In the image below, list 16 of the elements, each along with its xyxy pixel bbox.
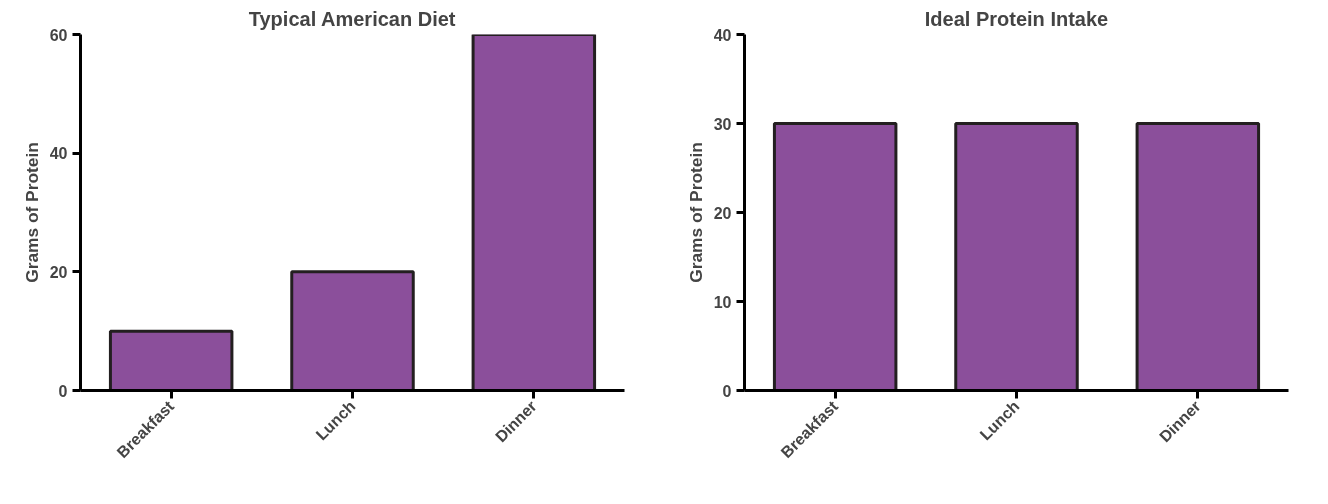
y-tick-label: 20 [49, 263, 68, 281]
chart-title: Typical American Diet [248, 7, 456, 30]
y-tick-label: 60 [49, 26, 68, 44]
y-tick-label: 40 [49, 145, 68, 163]
y-axis-title: Grams of Protein [685, 142, 706, 283]
y-tick-label: 30 [713, 115, 732, 133]
chart-title: Ideal Protein Intake [924, 7, 1109, 30]
y-tick-label: 10 [713, 293, 732, 311]
y-tick-label: 0 [722, 382, 732, 400]
bar [471, 34, 597, 391]
y-axis-title: Grams of Protein [21, 142, 42, 283]
y-tick-label: 20 [713, 204, 732, 222]
y-tick-label: 0 [58, 382, 68, 400]
bar [290, 270, 415, 391]
bar [108, 329, 234, 391]
y-tick-label: 40 [713, 26, 732, 44]
